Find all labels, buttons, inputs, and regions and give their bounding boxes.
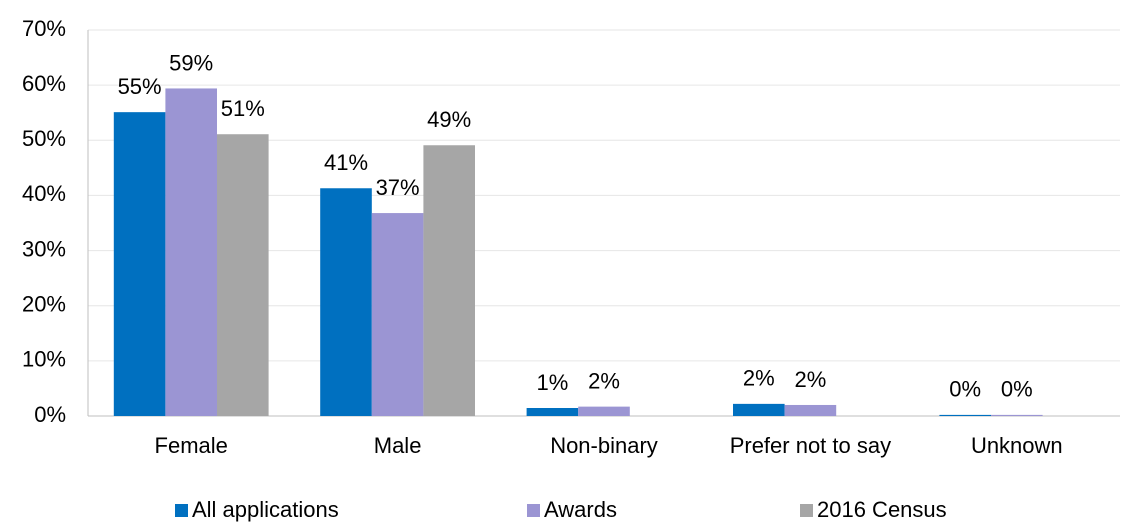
data-label: 37% — [376, 175, 420, 200]
data-label: 41% — [324, 150, 368, 175]
data-label: 2% — [588, 368, 620, 393]
data-label: 51% — [221, 96, 265, 121]
bar — [217, 134, 269, 416]
x-tick-label: Unknown — [971, 433, 1063, 458]
bar — [939, 414, 991, 416]
y-tick-label: 60% — [22, 71, 66, 96]
legend-swatch — [527, 504, 540, 517]
bar — [371, 213, 424, 416]
y-tick-label: 0% — [34, 402, 66, 427]
data-label: 55% — [118, 74, 162, 99]
bar — [113, 112, 166, 417]
data-label: 59% — [169, 50, 213, 75]
bar — [526, 408, 579, 416]
data-label: 0% — [949, 377, 981, 402]
bar — [733, 403, 785, 416]
legend-swatch — [175, 504, 188, 517]
y-tick-label: 70% — [22, 16, 66, 41]
data-label: 2% — [743, 366, 775, 391]
x-tick-label: Male — [374, 433, 422, 458]
bar — [320, 188, 372, 416]
legend-label: All applications — [192, 497, 339, 522]
legend-swatch — [800, 504, 813, 517]
legend-label: 2016 Census — [817, 497, 947, 522]
bar — [578, 406, 630, 416]
x-tick-label: Prefer not to say — [730, 433, 891, 458]
data-label: 0% — [1001, 377, 1033, 402]
y-tick-label: 40% — [22, 181, 66, 206]
bar — [784, 404, 837, 416]
y-tick-label: 20% — [22, 292, 66, 317]
x-tick-label: Female — [155, 433, 228, 458]
data-label: 49% — [427, 107, 471, 132]
y-tick-label: 30% — [22, 236, 66, 261]
x-tick-label: Non-binary — [550, 433, 658, 458]
data-label: 1% — [537, 370, 569, 395]
bar — [991, 414, 1043, 416]
bar — [423, 145, 475, 416]
y-tick-label: 50% — [22, 126, 66, 151]
y-tick-label: 10% — [22, 347, 66, 372]
data-label: 2% — [795, 367, 827, 392]
legend-label: Awards — [544, 497, 617, 522]
bar — [165, 88, 217, 417]
